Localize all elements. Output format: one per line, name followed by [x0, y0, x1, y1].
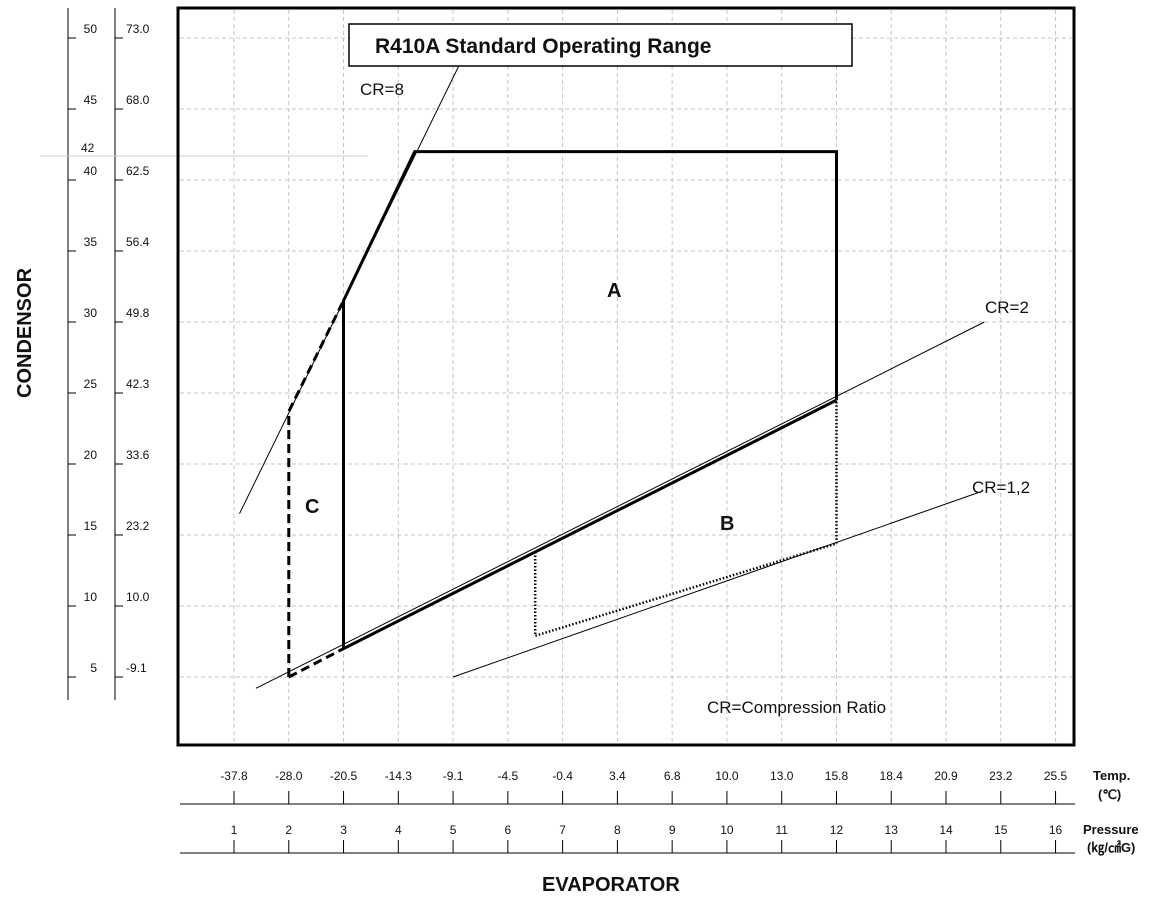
- y-pressure-tick-label: 50: [84, 22, 98, 36]
- x-pressure-tick-label: 10: [720, 823, 734, 837]
- x-pressure-tick-label: 11: [775, 823, 788, 837]
- y-pressure-tick-label: 35: [84, 235, 98, 249]
- y-pressure-tick-label: 15: [84, 519, 98, 533]
- x-temp-tick-label: 25.5: [1044, 769, 1068, 783]
- x-temp-tick-label: -14.3: [385, 769, 413, 783]
- y-temp-tick-label: 62.5: [126, 164, 150, 178]
- x-temp-tick-label: 20.9: [934, 769, 958, 783]
- grid-lines: [180, 10, 1072, 743]
- x-pressure-tick-label: 6: [505, 823, 512, 837]
- x-temp-tick-label: -20.5: [330, 769, 358, 783]
- reference-line-2: [255, 321, 985, 689]
- x-axis-title: EVAPORATOR: [542, 874, 680, 896]
- tick-marks: [68, 37, 1057, 853]
- x-pressure-tick-label: 12: [830, 823, 844, 837]
- region-a-bottom-edge: [342, 398, 838, 650]
- x-pressure-tick-label: 3: [340, 823, 347, 837]
- y-pressure-tick-label: 40: [84, 164, 98, 178]
- x-temp-tick-label: -0.4: [552, 769, 573, 783]
- region-label-b: B: [720, 513, 734, 535]
- x-temp-tick-label: -28.0: [275, 769, 303, 783]
- region-c-boundary: [287, 300, 345, 677]
- y-pressure-tick-label: 45: [84, 93, 98, 107]
- x-temp-tick-label: 13.0: [770, 769, 794, 783]
- temp-unit-symbol: (℃): [1098, 787, 1121, 802]
- y-pressure-tick-label: 5: [90, 661, 97, 675]
- y-temp-tick-label: 56.4: [126, 235, 150, 249]
- region-label-c: C: [305, 496, 319, 518]
- region-label-a: A: [607, 280, 621, 302]
- y-pressure-tick-label: 30: [84, 306, 98, 320]
- chart-title: R410A Standard Operating Range: [375, 35, 711, 58]
- x-axis-rulers: [180, 803, 1075, 854]
- region-b-boundary: [533, 400, 838, 638]
- y-temp-tick-label: -9.1: [126, 661, 147, 675]
- y-temp-tick-label: 68.0: [126, 93, 150, 107]
- x-pressure-tick-label: 5: [450, 823, 457, 837]
- x-temp-tick-label: 3.4: [609, 769, 626, 783]
- x-temp-tick-label: 15.8: [825, 769, 849, 783]
- x-pressure-tick-label: 7: [559, 823, 566, 837]
- x-temp-tick-label: 6.8: [664, 769, 681, 783]
- x-pressure-tick-label: 4: [395, 823, 402, 837]
- region-a-boundary: [342, 150, 838, 649]
- x-pressure-tick-label: 9: [669, 823, 676, 837]
- region-c-bottom-edge: [288, 647, 345, 679]
- y-axis-title: CONDENSOR: [14, 267, 36, 398]
- temp-unit-label: Temp.: [1093, 768, 1130, 783]
- y-pressure-tick-label: 20: [84, 448, 98, 462]
- cr2-label: CR=2: [985, 298, 1029, 317]
- x-pressure-tick-label: 1: [231, 823, 238, 837]
- plot-frame: [176, 6, 1076, 747]
- reference-lines: [239, 66, 985, 689]
- y-temp-tick-label: 73.0: [126, 22, 150, 36]
- y-temp-tick-label: 33.6: [126, 448, 150, 462]
- x-pressure-tick-label: 2: [285, 823, 292, 837]
- pressure-unit-symbol: (㎏/㎠G): [1087, 840, 1135, 857]
- cr-annotation: CR=Compression Ratio: [707, 698, 886, 717]
- x-temp-tick-label: 23.2: [989, 769, 1013, 783]
- reference-line-3: [452, 491, 980, 678]
- y-extra-tick-label: 42: [81, 141, 95, 155]
- regions: [287, 150, 838, 679]
- cr8-label: CR=8: [360, 80, 404, 99]
- pressure-unit-label: Pressure: [1083, 822, 1139, 837]
- y-axis-rulers: [40, 8, 368, 700]
- title-box: [348, 23, 853, 67]
- y-temp-tick-label: 10.0: [126, 590, 150, 604]
- x-pressure-tick-label: 13: [885, 823, 899, 837]
- y-pressure-tick-label: 10: [84, 590, 98, 604]
- y-temp-tick-label: 49.8: [126, 306, 150, 320]
- x-pressure-tick-label: 8: [614, 823, 621, 837]
- x-temp-tick-label: -4.5: [498, 769, 519, 783]
- x-pressure-tick-label: 15: [994, 823, 1008, 837]
- x-pressure-tick-label: 16: [1049, 823, 1063, 837]
- y-temp-tick-label: 23.2: [126, 519, 150, 533]
- x-temp-tick-label: 18.4: [880, 769, 904, 783]
- y-pressure-tick-label: 25: [84, 377, 98, 391]
- x-temp-tick-label: 10.0: [715, 769, 739, 783]
- x-temp-tick-label: -9.1: [443, 769, 464, 783]
- cr12-label: CR=1,2: [972, 478, 1030, 497]
- y-temp-tick-label: 42.3: [126, 377, 150, 391]
- tick-labels: 1 2 3 4 5 6 7 8 9 10 11 12 13 14 15 16-37.8 -28.0 -20.5 -1…: [84, 22, 1068, 837]
- x-temp-tick-label: -37.8: [220, 769, 248, 783]
- x-pressure-tick-label: 14: [939, 823, 953, 837]
